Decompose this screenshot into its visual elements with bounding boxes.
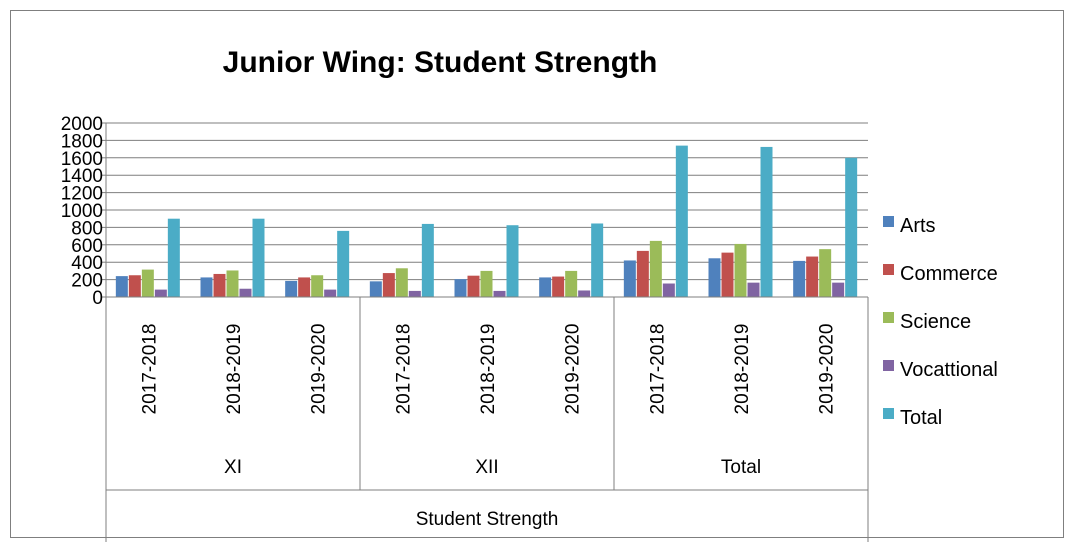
bar-total-7	[760, 146, 773, 297]
bar-science-0	[141, 269, 154, 297]
bar-total-8	[845, 157, 858, 297]
category-label: 2019-2020	[309, 324, 330, 415]
bar-arts-4	[454, 279, 467, 297]
category-label: 2017-2018	[647, 324, 668, 415]
x-axis-title: Student Strength	[416, 509, 559, 530]
bar-science-2	[311, 275, 324, 297]
bar-vocattional-5	[578, 290, 591, 297]
bar-total-2	[337, 230, 350, 297]
bar-arts-7	[708, 258, 721, 297]
y-tick-label: 400	[71, 253, 103, 274]
y-tick-label: 800	[71, 218, 103, 239]
category-label: 2018-2019	[478, 324, 499, 415]
bar-total-0	[167, 218, 180, 297]
legend-label-commerce: Commerce	[900, 263, 998, 285]
bar-science-4	[480, 270, 493, 297]
y-tick-label: 1200	[61, 184, 103, 205]
bar-total-4	[506, 225, 519, 297]
bar-arts-0	[115, 276, 128, 297]
category-label: 2019-2020	[817, 324, 838, 415]
bar-vocattional-0	[154, 289, 167, 297]
bar-arts-3	[369, 281, 382, 297]
chart-title: Junior Wing: Student Strength	[222, 46, 658, 79]
bar-total-5	[591, 223, 604, 297]
bar-total-1	[252, 218, 265, 297]
legend-label-science: Science	[900, 311, 971, 333]
legend-swatch-science	[883, 312, 894, 323]
legend-swatch-vocattional	[883, 360, 894, 371]
y-tick-label: 0	[92, 288, 103, 309]
y-tick-label: 1400	[61, 166, 103, 187]
y-tick-label: 1800	[61, 131, 103, 152]
bar-arts-2	[285, 280, 298, 297]
group-label: Total	[721, 457, 761, 478]
y-tick-label: 2000	[61, 114, 103, 135]
bar-commerce-5	[552, 276, 565, 297]
category-label: 2018-2019	[732, 324, 753, 415]
bar-vocattional-8	[832, 282, 845, 297]
bar-science-3	[395, 268, 408, 297]
group-label: XI	[224, 457, 242, 478]
bar-total-3	[421, 223, 434, 297]
bar-vocattional-1	[239, 288, 252, 297]
legend-swatch-arts	[883, 216, 894, 227]
legend-label-total: Total	[900, 407, 942, 429]
bar-arts-6	[623, 260, 636, 297]
bar-total-6	[675, 145, 688, 297]
legend-label-arts: Arts	[900, 215, 936, 237]
bar-vocattional-6	[662, 283, 675, 297]
legend-swatch-total	[883, 408, 894, 419]
legend-label-vocattional: Vocattional	[900, 359, 998, 381]
bar-commerce-6	[636, 250, 649, 297]
bar-commerce-1	[213, 273, 226, 297]
bar-science-8	[819, 249, 832, 297]
group-label: XII	[475, 457, 498, 478]
bar-vocattional-2	[324, 289, 337, 297]
category-label: 2019-2020	[563, 324, 584, 415]
bar-science-7	[734, 243, 747, 297]
bar-vocattional-7	[747, 282, 760, 297]
y-tick-label: 1600	[61, 149, 103, 170]
bar-commerce-2	[298, 277, 311, 297]
bar-science-6	[649, 240, 662, 297]
category-label: 2017-2018	[393, 324, 414, 415]
bar-commerce-7	[721, 252, 734, 297]
category-label: 2018-2019	[224, 324, 245, 415]
legend-swatch-commerce	[883, 264, 894, 275]
category-label: 2017-2018	[139, 324, 160, 415]
y-tick-label: 1000	[61, 201, 103, 222]
bar-arts-8	[793, 260, 806, 297]
bar-science-5	[565, 270, 578, 297]
bar-commerce-8	[806, 256, 819, 297]
bar-vocattional-4	[493, 290, 506, 297]
bar-vocattional-3	[408, 290, 421, 297]
y-tick-label: 600	[71, 236, 103, 257]
bar-commerce-4	[467, 275, 480, 297]
y-tick-label: 200	[71, 271, 103, 292]
bar-arts-5	[539, 277, 552, 297]
bar-commerce-0	[128, 275, 141, 297]
bar-arts-1	[200, 277, 213, 297]
bar-commerce-3	[382, 273, 395, 297]
bar-science-1	[226, 270, 239, 297]
